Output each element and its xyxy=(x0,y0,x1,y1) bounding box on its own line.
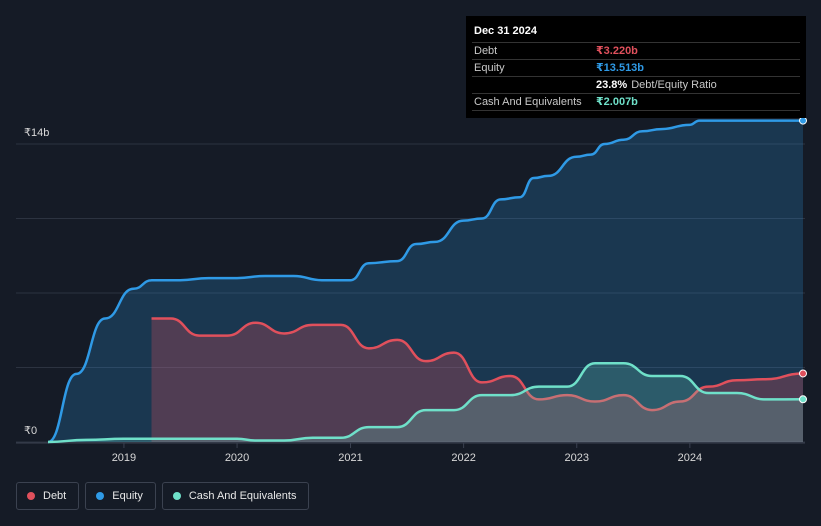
legend-item-debt[interactable]: Debt xyxy=(16,482,80,510)
tooltip-row-cash: Cash And Equivalents ₹2.007b xyxy=(472,94,800,111)
series-end-marker-cash-and-equivalents xyxy=(799,395,807,404)
y-tick-label: ₹14b xyxy=(24,127,49,139)
legend-item-equity[interactable]: Equity xyxy=(85,482,156,510)
legend-label: Debt xyxy=(43,490,67,502)
series-line-debt xyxy=(151,317,804,412)
series-area-cash-and-equivalents xyxy=(48,363,803,442)
tooltip-ratio: 23.8% Debt/Equity Ratio xyxy=(596,77,717,93)
x-tick-label: 2019 xyxy=(112,452,136,464)
tooltip-label: Debt xyxy=(474,45,498,57)
legend-label: Cash And Equivalents xyxy=(188,490,297,502)
series-end-marker-debt xyxy=(799,369,807,378)
legend-dot-icon xyxy=(96,492,105,500)
legend-dot-icon xyxy=(172,492,181,500)
legend-label: Equity xyxy=(112,490,143,502)
chart-legend: Debt Equity Cash And Equivalents xyxy=(16,482,315,510)
series-line-cash-and-equivalents xyxy=(47,361,804,444)
tooltip-value: ₹2.007b xyxy=(596,96,638,108)
series-area-equity xyxy=(48,120,803,442)
series-end-marker-equity xyxy=(799,116,807,125)
tooltip-value: ₹13.513b xyxy=(596,62,645,74)
x-tick-label: 2024 xyxy=(678,452,702,464)
tooltip-value: ₹3.220b xyxy=(596,45,638,57)
tooltip-panel: Dec 31 2024 Debt ₹3.220b Equity ₹13.513b… xyxy=(466,16,806,118)
tooltip-label xyxy=(474,77,596,93)
x-tick-label: 2023 xyxy=(565,452,589,464)
tooltip-row-debt: Debt ₹3.220b xyxy=(472,43,800,60)
tooltip-label: Equity xyxy=(474,62,505,74)
x-tick-label: 2020 xyxy=(225,452,249,464)
tooltip-label: Cash And Equivalents xyxy=(474,96,582,108)
tooltip-date: Dec 31 2024 xyxy=(472,16,800,43)
tooltip-value: 23.8% xyxy=(596,79,628,91)
x-tick-label: 2022 xyxy=(451,452,475,464)
tooltip-ratio-label: Debt/Equity Ratio xyxy=(631,79,717,91)
tooltip-row-equity: Equity ₹13.513b xyxy=(472,60,800,77)
legend-dot-icon xyxy=(27,492,35,500)
tooltip-row-ratio: 23.8% Debt/Equity Ratio xyxy=(472,77,800,94)
legend-item-cash[interactable]: Cash And Equivalents xyxy=(161,482,310,510)
series-area-debt xyxy=(151,318,803,442)
series-line-equity xyxy=(47,119,803,444)
x-tick-label: 2021 xyxy=(338,452,362,464)
y-tick-label: ₹0 xyxy=(24,425,37,437)
